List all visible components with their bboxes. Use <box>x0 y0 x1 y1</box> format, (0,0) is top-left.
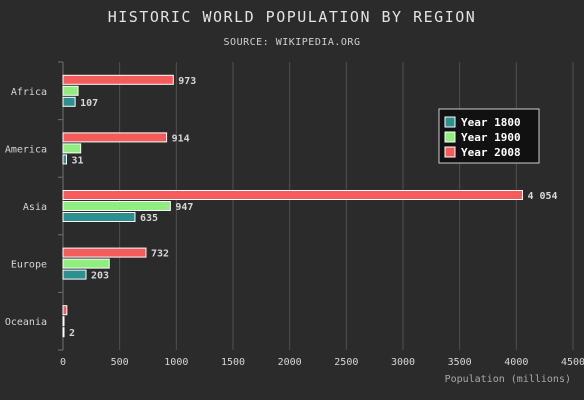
data-label: 2 <box>69 328 75 339</box>
bar <box>62 247 147 258</box>
x-tick-label: 0 <box>60 357 66 368</box>
x-tick-label: 4500 <box>561 357 584 368</box>
bar <box>62 305 68 316</box>
chart-subtitle: SOURCE: WIKIPEDIA.ORG <box>223 37 361 48</box>
category-label: Africa <box>11 87 47 98</box>
data-label: 732 <box>151 249 169 260</box>
x-tick-label: 500 <box>111 357 129 368</box>
x-axis-title: Population (millions) <box>445 374 571 385</box>
bar <box>62 327 65 338</box>
legend-box <box>438 108 540 164</box>
x-tick-label: 1000 <box>164 357 188 368</box>
bar <box>62 269 87 280</box>
data-label: 973 <box>178 76 196 87</box>
bar <box>62 74 174 85</box>
category-label: Europe <box>11 260 47 271</box>
data-label: 4 054 <box>527 191 557 202</box>
bar <box>62 258 110 269</box>
category-label: America <box>5 144 47 155</box>
bar <box>62 201 171 211</box>
x-tick-label: 4000 <box>504 357 528 368</box>
data-label: 635 <box>140 213 158 224</box>
legend-label: Year 2008 <box>461 146 521 159</box>
legend-label: Year 1800 <box>461 116 521 129</box>
legend-swatch <box>444 131 456 143</box>
legend-label: Year 1900 <box>461 131 521 144</box>
bar <box>62 132 168 143</box>
data-label: 914 <box>172 133 190 144</box>
x-tick-label: 2500 <box>334 357 358 368</box>
x-tick-label: 3500 <box>448 357 472 368</box>
category-label: Oceania <box>5 317 47 328</box>
data-label: 107 <box>80 98 98 109</box>
legend-swatch <box>444 116 456 128</box>
data-label: 31 <box>72 155 84 166</box>
bar <box>62 316 65 327</box>
legend-swatch <box>444 146 456 158</box>
x-tick-label: 3000 <box>391 357 415 368</box>
bar <box>62 190 523 200</box>
data-label: 947 <box>175 202 193 213</box>
bar <box>62 143 82 154</box>
bar <box>62 212 136 222</box>
bar <box>62 154 68 165</box>
chart-title: HISTORIC WORLD POPULATION BY REGION <box>107 8 477 26</box>
x-tick-label: 2000 <box>278 357 302 368</box>
bar <box>62 85 79 96</box>
category-label: Asia <box>23 202 47 213</box>
x-tick-label: 1500 <box>221 357 245 368</box>
data-label: 203 <box>91 271 109 282</box>
bar <box>62 96 76 107</box>
